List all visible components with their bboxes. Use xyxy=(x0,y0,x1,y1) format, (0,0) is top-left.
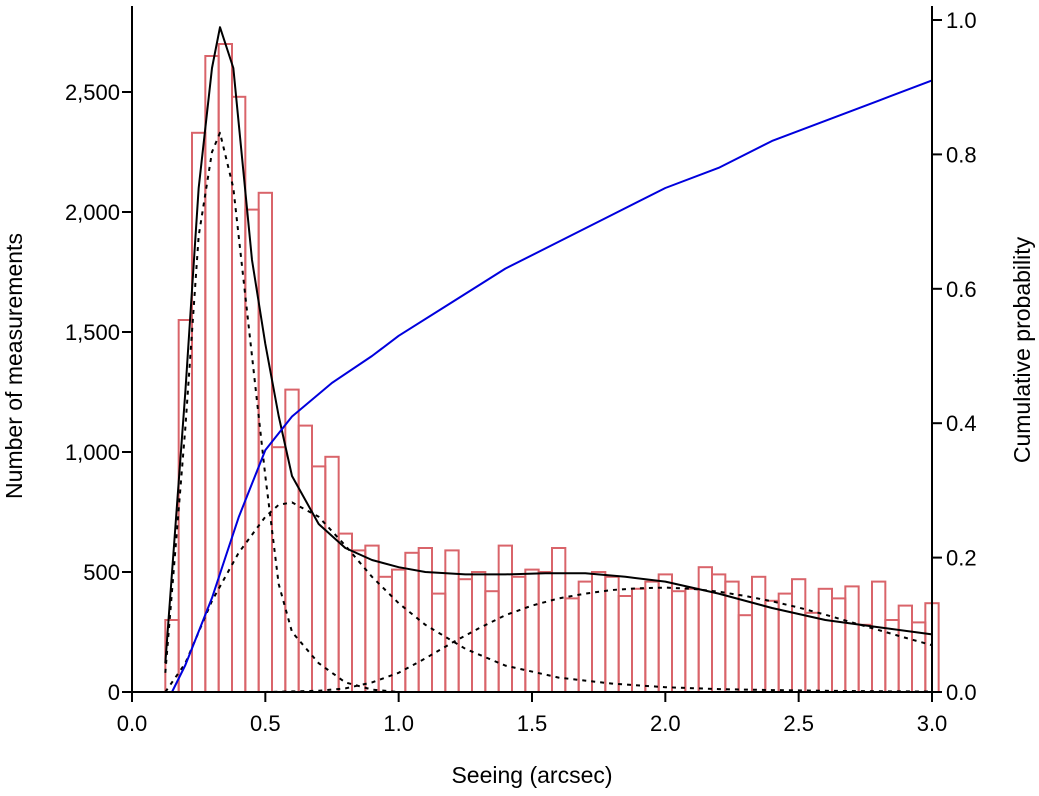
histogram-bar xyxy=(644,580,660,693)
histogram-bar xyxy=(844,585,860,694)
fit-component-line-1 xyxy=(164,131,932,693)
histogram-bar xyxy=(671,590,687,694)
histogram-bar xyxy=(604,575,620,693)
histogram-bar xyxy=(217,43,233,693)
x-tick-label: 3.0 xyxy=(917,711,948,736)
y-tick-label: 2,500 xyxy=(65,80,120,105)
x-tick-label: 2.0 xyxy=(650,711,681,736)
y-tick-label: 500 xyxy=(83,560,120,585)
fit-total-line xyxy=(164,26,933,664)
histogram-bar xyxy=(871,580,887,693)
histogram-bar xyxy=(471,571,487,693)
axes: 0.0 0.5 1.0 1.5 2.0 2.5 3.0 0 500 1,000 1,500 2,000… xyxy=(65,6,977,736)
histogram-bar xyxy=(591,571,607,693)
histogram-bar xyxy=(497,544,514,693)
histogram-bar xyxy=(444,549,460,694)
histogram-bar xyxy=(617,595,633,693)
histogram-bar xyxy=(551,547,567,693)
histogram-bar xyxy=(457,578,474,694)
x-tick-label: 0.5 xyxy=(250,711,281,736)
histogram-bar xyxy=(577,580,593,693)
y2-tick-label: 0.2 xyxy=(946,546,977,571)
y2-tick-label: 0.6 xyxy=(946,277,977,302)
histogram-bar xyxy=(657,573,673,694)
y-tick-label: 1,500 xyxy=(65,320,120,345)
histogram-bar xyxy=(431,592,447,693)
histogram-bar xyxy=(831,597,847,694)
y2-tick-label: 0.8 xyxy=(946,142,977,167)
fit-component-line-3 xyxy=(165,586,933,693)
x-tick-label: 1.0 xyxy=(383,711,414,736)
histogram-bar xyxy=(791,578,807,694)
histogram-bar xyxy=(324,455,340,693)
y-tick-label: 1,000 xyxy=(65,440,120,465)
histogram-bar xyxy=(897,604,913,693)
histogram-bar xyxy=(697,566,713,694)
x-axis-title: Seeing (arcsec) xyxy=(451,762,612,788)
histogram-bar xyxy=(484,590,500,694)
histogram-bar xyxy=(737,614,753,694)
histogram-bar xyxy=(524,568,540,693)
histogram-bar xyxy=(231,95,247,694)
x-tick-label: 0.0 xyxy=(117,711,148,736)
histogram-bar xyxy=(337,532,354,693)
histogram-bar xyxy=(191,131,207,694)
histogram-bar xyxy=(271,446,287,694)
histogram-bar xyxy=(817,587,833,693)
cumulative-probability-line xyxy=(171,79,933,693)
histogram-bar xyxy=(631,587,647,693)
y2-tick-label: 0.4 xyxy=(946,411,977,436)
histogram-bar xyxy=(284,388,300,693)
y-axis-title: Number of measurements xyxy=(1,233,27,499)
histogram-bar xyxy=(177,319,193,693)
histogram-bar xyxy=(364,544,380,693)
fit-component-line-2 xyxy=(164,501,933,693)
histogram-bar xyxy=(351,549,367,694)
histogram-bar xyxy=(857,623,873,693)
x-tick-label: 2.5 xyxy=(783,711,814,736)
y2-axis-title: Cumulative probability xyxy=(1009,236,1035,463)
histogram-bar xyxy=(404,551,420,693)
histogram-bar xyxy=(777,592,793,693)
histogram-bar xyxy=(764,599,780,693)
y-tick-label: 0 xyxy=(108,680,120,705)
y2-tick-label: 0.0 xyxy=(946,680,977,705)
histogram-bar xyxy=(751,575,767,693)
histogram-bar xyxy=(884,619,900,693)
y2-tick-label: 1.0 xyxy=(946,8,977,33)
histogram-bar xyxy=(804,611,820,693)
x-tick-label: 1.5 xyxy=(517,711,548,736)
histogram-bar xyxy=(417,547,434,693)
y-tick-label: 2,000 xyxy=(65,200,120,225)
histogram-bar xyxy=(684,587,700,693)
fit-lines xyxy=(164,26,933,693)
histogram-bar xyxy=(511,575,527,693)
histogram-bar xyxy=(297,424,314,693)
histogram-bar xyxy=(244,208,260,693)
